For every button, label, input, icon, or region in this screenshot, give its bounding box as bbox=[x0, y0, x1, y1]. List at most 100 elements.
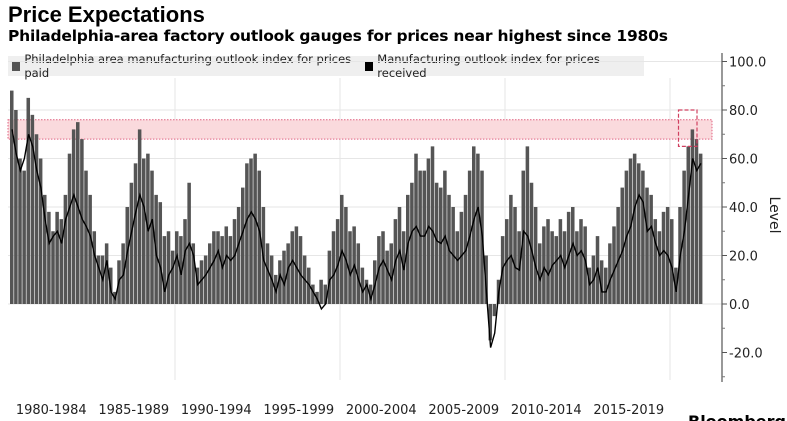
x-tick-label: 1980-1984 bbox=[16, 403, 87, 418]
bar-prices-paid bbox=[92, 231, 97, 304]
legend-label-prices-paid: Philadelphia area manufacturing outlook … bbox=[24, 52, 352, 80]
bar-prices-paid bbox=[319, 279, 323, 304]
x-tick-label: 2015-2019 bbox=[593, 403, 664, 418]
bar-prices-paid bbox=[422, 170, 427, 304]
bar-prices-paid bbox=[637, 163, 641, 304]
bar-prices-paid bbox=[385, 250, 389, 304]
bar-prices-paid bbox=[236, 207, 241, 304]
bar-prices-paid bbox=[641, 170, 645, 304]
highlight-band bbox=[7, 119, 713, 140]
bar-prices-paid bbox=[282, 250, 286, 304]
bar-prices-paid bbox=[257, 170, 262, 304]
bar-prices-paid bbox=[612, 226, 616, 304]
y-tick-label: 20.0 bbox=[729, 250, 758, 265]
bar-prices-paid bbox=[657, 231, 662, 304]
bar-prices-paid bbox=[55, 211, 59, 304]
bar-prices-paid bbox=[323, 284, 328, 304]
legend-label-prices-received: Manufacturing outlook index for prices r… bbox=[377, 52, 600, 80]
bar-prices-paid bbox=[34, 134, 39, 304]
bar-prices-paid bbox=[616, 207, 620, 304]
bar-prices-paid bbox=[30, 114, 35, 304]
bar-prices-paid bbox=[290, 231, 295, 304]
bar-prices-paid bbox=[104, 243, 109, 304]
bar-prices-paid bbox=[183, 219, 187, 304]
bar-prices-paid bbox=[434, 182, 439, 304]
line-prices-received bbox=[11, 129, 702, 348]
bar-prices-paid bbox=[203, 255, 208, 304]
bar-prices-paid bbox=[241, 187, 245, 304]
bar-prices-paid bbox=[538, 243, 542, 304]
bar-prices-paid bbox=[368, 284, 373, 304]
bar-prices-paid bbox=[674, 267, 678, 304]
bar-prices-paid bbox=[344, 207, 348, 304]
bar-prices-paid bbox=[439, 187, 443, 304]
bar-prices-paid bbox=[558, 219, 563, 304]
bar-prices-paid bbox=[632, 153, 637, 304]
bar-prices-paid bbox=[307, 267, 311, 304]
x-tick-label: 2010-2014 bbox=[511, 403, 582, 418]
bar-prices-paid bbox=[10, 90, 14, 304]
bar-prices-paid bbox=[492, 304, 497, 317]
x-tick-label: 1990-1994 bbox=[181, 403, 252, 418]
bar-prices-paid bbox=[228, 236, 233, 304]
bar-prices-paid bbox=[694, 139, 699, 304]
bar-prices-paid bbox=[26, 97, 31, 304]
bar-prices-paid bbox=[18, 158, 22, 304]
y-axis-label: Level bbox=[766, 197, 782, 234]
bar-prices-paid bbox=[373, 260, 377, 304]
bar-prices-paid bbox=[364, 279, 369, 304]
bar-prices-paid bbox=[356, 243, 361, 304]
bar-prices-paid bbox=[71, 129, 76, 304]
chart-title: Price Expectations bbox=[8, 2, 205, 27]
y-tick-label: 40.0 bbox=[729, 201, 758, 216]
bar-prices-paid bbox=[620, 187, 625, 304]
bar-prices-paid bbox=[245, 163, 249, 304]
legend-swatch-prices-paid bbox=[12, 61, 21, 71]
bar-prices-paid bbox=[43, 194, 47, 304]
bar-prices-paid bbox=[476, 153, 480, 304]
bar-prices-paid bbox=[682, 170, 686, 304]
bar-prices-paid bbox=[571, 207, 575, 304]
bar-prices-paid bbox=[529, 182, 534, 304]
bar-prices-paid bbox=[348, 231, 352, 304]
bar-prices-paid bbox=[690, 129, 695, 304]
bar-prices-paid bbox=[232, 219, 237, 304]
bar-prices-paid bbox=[542, 226, 546, 304]
bar-prices-paid bbox=[88, 194, 92, 304]
bar-prices-paid bbox=[653, 219, 658, 304]
bar-prices-paid bbox=[608, 243, 612, 304]
bar-prices-paid bbox=[294, 226, 299, 304]
bar-prices-paid bbox=[212, 231, 216, 304]
bar-prices-paid bbox=[162, 236, 167, 304]
bar-prices-paid bbox=[397, 207, 402, 304]
bar-prices-paid bbox=[599, 260, 604, 304]
bar-prices-paid bbox=[38, 158, 43, 304]
bar-prices-paid bbox=[525, 146, 530, 304]
bar-prices-paid bbox=[661, 211, 666, 304]
bar-prices-paid bbox=[175, 231, 179, 304]
bar-prices-paid bbox=[686, 146, 691, 304]
bar-prices-paid bbox=[208, 243, 212, 304]
bar-prices-paid bbox=[472, 146, 476, 304]
y-tick-label: -20.0 bbox=[729, 347, 763, 362]
bar-prices-paid bbox=[14, 110, 18, 304]
bar-prices-paid bbox=[628, 158, 633, 304]
bar-prices-paid bbox=[129, 182, 134, 304]
bar-prices-paid bbox=[335, 219, 340, 304]
bar-prices-paid bbox=[381, 231, 385, 304]
bar-prices-paid bbox=[414, 153, 418, 304]
bar-prices-paid bbox=[426, 158, 431, 304]
x-tick-label: 1985-1989 bbox=[98, 403, 169, 418]
bar-prices-paid bbox=[158, 202, 163, 304]
bar-prices-paid bbox=[360, 267, 365, 304]
bar-prices-paid bbox=[670, 219, 674, 304]
legend-item-prices-received: Manufacturing outlook index for prices r… bbox=[364, 52, 632, 80]
bar-prices-paid bbox=[575, 231, 579, 304]
bar-prices-paid bbox=[278, 260, 282, 304]
bar-prices-paid bbox=[331, 231, 336, 304]
bar-prices-paid bbox=[513, 207, 517, 304]
bar-prices-paid bbox=[133, 163, 138, 304]
bar-prices-paid bbox=[51, 231, 55, 304]
bar-prices-paid bbox=[298, 236, 303, 304]
